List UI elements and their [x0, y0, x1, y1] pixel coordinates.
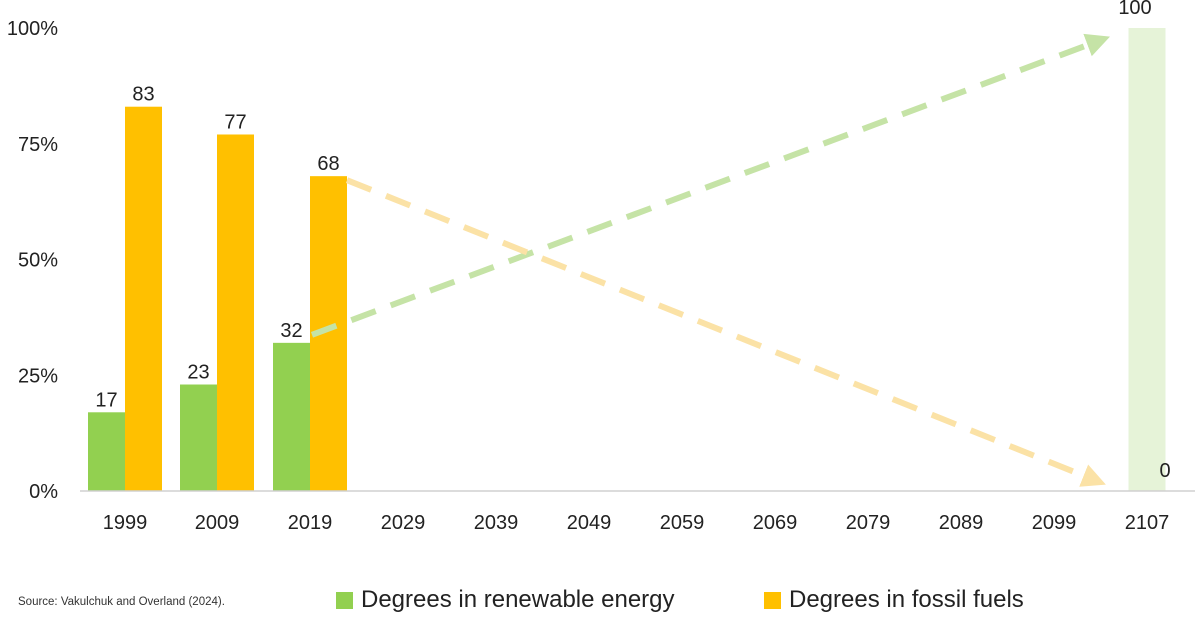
x-tick-label: 2019 — [288, 512, 333, 534]
bar-renewable — [180, 384, 217, 491]
bar-renewable — [88, 412, 125, 491]
bar-label-fossil: 68 — [317, 153, 339, 175]
x-tick-label: 2069 — [753, 512, 798, 534]
source-note: Source: Vakulchuk and Overland (2024). — [18, 596, 225, 608]
legend-item-renewable: Degrees in renewable energy — [336, 586, 675, 614]
legend-label-renewable: Degrees in renewable energy — [361, 586, 675, 613]
x-axis-labels: 1999 2009 2019 2029 2039 2049 2059 2069 2079 2089… — [103, 512, 1170, 534]
bar-label-renewable: 100 — [1118, 0, 1151, 19]
bar-label-fossil: 77 — [224, 111, 246, 133]
y-tick-label: 100% — [7, 18, 58, 40]
bar-fossil — [125, 106, 162, 492]
x-tick-label: 2107 — [1125, 512, 1170, 534]
bar-label-fossil: 0 — [1159, 460, 1170, 482]
legend-item-fossil: Degrees in fossil fuels — [764, 586, 1024, 614]
x-tick-label: 2099 — [1032, 512, 1077, 534]
bar-renewable — [273, 342, 310, 491]
bar-labels: 17 83 23 77 32 68 100 0 — [95, 0, 1170, 482]
y-tick-label: 0% — [29, 481, 58, 503]
x-tick-label: 2049 — [567, 512, 612, 534]
bar-label-fossil: 83 — [132, 84, 154, 106]
x-tick-label: 2079 — [846, 512, 891, 534]
bar-label-renewable: 17 — [95, 389, 117, 411]
chart: 0% 25% 50% 75% 100% 17 83 23 77 32 68 100 0 1999 200… — [7, 0, 1195, 534]
y-tick-label: 75% — [18, 134, 58, 156]
y-tick-label: 25% — [18, 365, 58, 387]
legend-swatch-fossil — [764, 591, 781, 609]
x-tick-label: 2039 — [474, 512, 519, 534]
bar-renewable-projected — [1128, 28, 1166, 491]
bar-label-renewable: 23 — [187, 362, 209, 384]
bars — [88, 28, 1166, 492]
x-tick-label: 2059 — [660, 512, 705, 534]
y-axis-labels: 0% 25% 50% 75% 100% — [7, 18, 58, 503]
x-tick-label: 1999 — [103, 512, 148, 534]
legend-swatch-renewable — [336, 591, 353, 609]
bar-label-renewable: 32 — [280, 320, 302, 342]
x-tick-label: 2029 — [381, 512, 426, 534]
projection-arrow-renewable — [310, 33, 1110, 338]
projection-arrows — [310, 33, 1110, 487]
projection-arrow-fossil — [345, 177, 1106, 487]
y-tick-label: 50% — [18, 250, 58, 272]
legend-label-fossil: Degrees in fossil fuels — [789, 586, 1024, 613]
x-tick-label: 2089 — [939, 512, 984, 534]
bar-fossil — [217, 134, 254, 492]
x-tick-label: 2009 — [195, 512, 240, 534]
